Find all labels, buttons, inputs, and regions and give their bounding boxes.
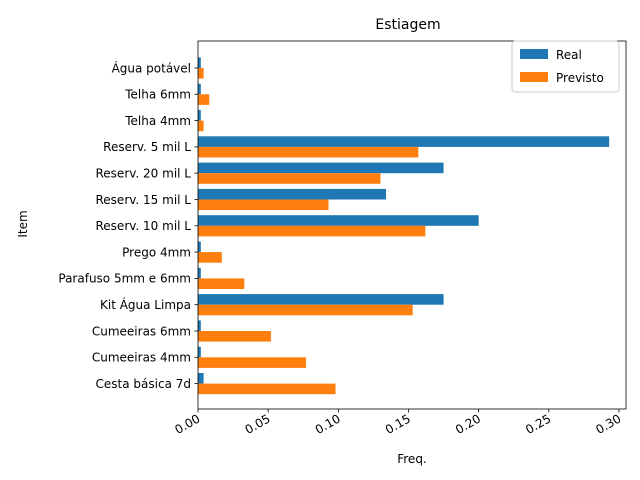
bar-previsto-11: [198, 357, 307, 368]
bar-real-11: [198, 346, 201, 358]
bar-previsto-3: [198, 146, 419, 158]
y-tick-label: Prego 4mm: [122, 245, 191, 259]
x-tick-label: 0.20: [453, 411, 483, 436]
y-tick-label: Telha 4mm: [124, 114, 191, 128]
y-tick-label: Água potável: [112, 60, 191, 75]
y-tick-label: Cumeeiras 6mm: [92, 324, 191, 338]
bar-previsto-9: [198, 304, 413, 316]
y-tick-label: Reserv. 15 mil L: [96, 193, 192, 207]
y-tick-label: Cesta básica 7d: [96, 377, 191, 391]
x-tick-label: 0.05: [243, 411, 273, 436]
legend-swatch-real: [520, 49, 548, 59]
bar-real-7: [198, 241, 201, 253]
y-tick-label: Reserv. 20 mil L: [96, 167, 192, 181]
x-tick-label: 0.15: [383, 411, 413, 436]
bar-real-12: [198, 373, 204, 384]
y-tick-label: Cumeeiras 4mm: [92, 351, 191, 365]
legend: Real Previsto: [511, 40, 620, 93]
legend-label-previsto: Previsto: [556, 71, 604, 85]
y-tick-label: Kit Água Limpa: [100, 297, 191, 312]
legend-swatch-previsto: [520, 72, 548, 82]
bar-real-0: [198, 57, 201, 68]
y-tick-label: Reserv. 10 mil L: [96, 219, 192, 233]
y-tick-label: Telha 6mm: [124, 88, 191, 102]
chart-title: Estiagem: [375, 17, 440, 33]
bar-real-1: [198, 83, 201, 95]
y-axis-label: Item: [16, 210, 30, 237]
bar-previsto-0: [198, 68, 204, 79]
bar-previsto-8: [198, 278, 245, 289]
y-axis-ticks: Água potável Telha 6mm Telha 4mm Reserv. 5 …: [58, 60, 198, 391]
x-tick-label: 0.30: [593, 411, 623, 436]
x-axis-label: Freq.: [397, 452, 427, 466]
bar-previsto-10: [198, 331, 271, 342]
bar-real-5: [198, 188, 387, 200]
bar-previsto-5: [198, 199, 329, 211]
bar-previsto-6: [198, 225, 426, 237]
y-tick-label: Parafuso 5mm e 6mm: [58, 272, 191, 286]
plot-frame: [197, 40, 627, 410]
bar-real-3: [198, 136, 610, 147]
x-tick-label: 0.00: [172, 411, 202, 436]
x-axis-ticks: 0.00 0.05 0.10 0.15 0.20 0.25 0.30: [172, 409, 623, 437]
bar-real-2: [198, 110, 201, 121]
bar-real-9: [198, 294, 444, 305]
bars-group: [198, 57, 610, 395]
x-tick-label: 0.25: [523, 411, 553, 436]
bar-real-10: [198, 320, 201, 331]
legend-label-real: Real: [556, 48, 582, 62]
bar-real-4: [198, 162, 444, 174]
bar-previsto-7: [198, 252, 222, 263]
bar-previsto-12: [198, 383, 336, 395]
x-tick-label: 0.10: [313, 411, 343, 436]
bar-real-8: [198, 267, 201, 279]
bar-previsto-4: [198, 173, 381, 184]
y-tick-label: Reserv. 5 mil L: [103, 140, 191, 154]
bar-previsto-1: [198, 94, 210, 105]
bar-real-6: [198, 215, 479, 226]
bar-previsto-2: [198, 120, 204, 132]
